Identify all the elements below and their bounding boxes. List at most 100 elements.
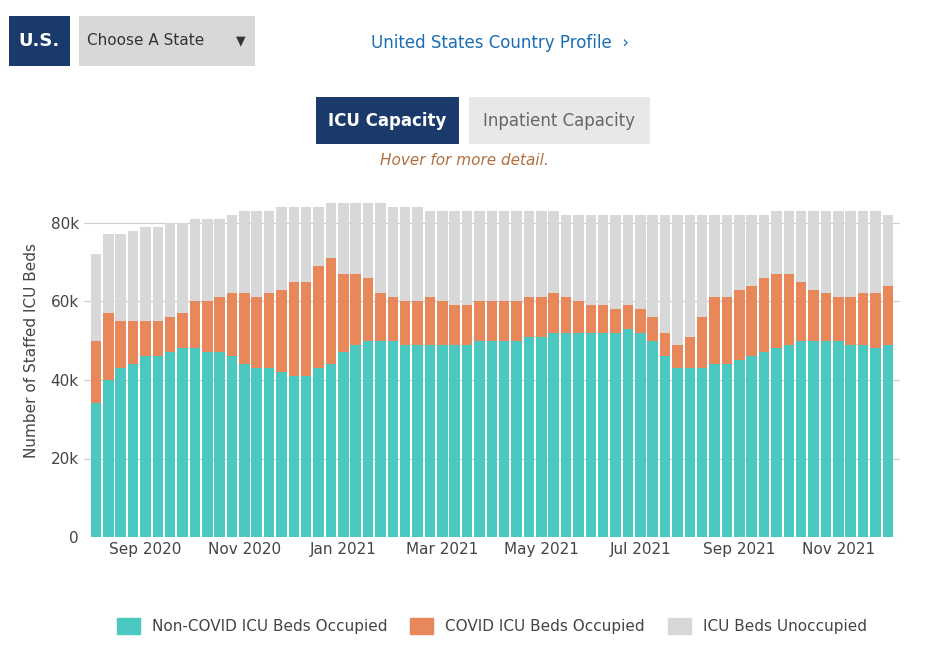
Bar bbox=[782, 345, 794, 537]
Bar bbox=[622, 215, 632, 305]
Text: U.S.: U.S. bbox=[19, 32, 60, 50]
Bar bbox=[647, 215, 657, 317]
Bar bbox=[733, 360, 743, 537]
Bar bbox=[634, 309, 645, 333]
Bar bbox=[152, 356, 163, 537]
Bar bbox=[103, 313, 113, 380]
Bar bbox=[696, 317, 706, 368]
Bar bbox=[325, 258, 336, 364]
Bar bbox=[499, 211, 509, 301]
Bar bbox=[437, 211, 447, 301]
Bar bbox=[362, 203, 373, 278]
Bar bbox=[857, 211, 868, 293]
Bar bbox=[782, 274, 794, 345]
Bar bbox=[882, 215, 892, 286]
Bar bbox=[832, 341, 843, 537]
Bar bbox=[91, 403, 101, 537]
Bar bbox=[511, 341, 521, 537]
Bar bbox=[115, 321, 126, 368]
Bar bbox=[152, 321, 163, 356]
Bar bbox=[659, 333, 669, 356]
Bar bbox=[770, 211, 781, 274]
Bar bbox=[585, 333, 595, 537]
Bar bbox=[671, 215, 682, 345]
Bar bbox=[437, 301, 447, 345]
Bar bbox=[684, 337, 694, 368]
Bar bbox=[684, 215, 694, 337]
Bar bbox=[462, 211, 472, 305]
Bar bbox=[214, 219, 224, 297]
Bar bbox=[708, 364, 719, 537]
Bar bbox=[313, 207, 324, 266]
Bar bbox=[226, 293, 237, 356]
Bar bbox=[882, 286, 892, 345]
Bar bbox=[733, 290, 743, 360]
Bar bbox=[226, 356, 237, 537]
Bar bbox=[251, 297, 261, 368]
Bar bbox=[462, 305, 472, 345]
Bar bbox=[325, 364, 336, 537]
Bar bbox=[337, 352, 349, 537]
Text: ICU Capacity: ICU Capacity bbox=[328, 111, 446, 130]
Bar bbox=[610, 309, 620, 333]
Bar bbox=[819, 341, 831, 537]
Bar bbox=[758, 215, 768, 278]
Bar bbox=[560, 297, 571, 333]
Bar bbox=[189, 219, 200, 301]
Bar bbox=[807, 290, 818, 341]
Bar bbox=[536, 297, 546, 337]
Bar bbox=[337, 203, 349, 274]
Bar bbox=[684, 368, 694, 537]
Bar bbox=[721, 215, 731, 297]
Bar bbox=[140, 356, 150, 537]
Bar bbox=[214, 297, 224, 352]
Bar bbox=[425, 345, 435, 537]
Bar bbox=[276, 290, 286, 372]
Bar bbox=[251, 211, 261, 297]
Bar bbox=[548, 333, 558, 537]
Bar bbox=[337, 274, 349, 352]
Bar bbox=[573, 215, 583, 301]
Bar bbox=[807, 211, 818, 290]
Bar bbox=[202, 352, 212, 537]
Bar bbox=[449, 345, 460, 537]
Bar bbox=[400, 345, 410, 537]
Bar bbox=[300, 376, 311, 537]
Bar bbox=[362, 341, 373, 537]
Bar bbox=[795, 341, 806, 537]
Bar bbox=[758, 352, 768, 537]
Bar bbox=[449, 305, 460, 345]
Bar bbox=[226, 215, 237, 293]
Bar bbox=[325, 203, 336, 258]
Bar bbox=[870, 348, 880, 537]
Bar bbox=[425, 211, 435, 297]
Bar bbox=[708, 215, 719, 297]
Bar bbox=[412, 301, 423, 345]
Bar bbox=[412, 207, 423, 301]
Bar bbox=[585, 215, 595, 305]
Bar bbox=[128, 321, 138, 364]
Bar bbox=[189, 301, 200, 348]
Bar bbox=[449, 211, 460, 305]
Bar bbox=[214, 352, 224, 537]
Text: Hover for more detail.: Hover for more detail. bbox=[379, 153, 548, 168]
Bar bbox=[140, 321, 150, 356]
Bar bbox=[832, 211, 843, 297]
Bar bbox=[313, 368, 324, 537]
Bar bbox=[708, 297, 719, 364]
Bar bbox=[523, 211, 534, 297]
Bar bbox=[659, 356, 669, 537]
Bar bbox=[597, 305, 608, 333]
Bar bbox=[597, 215, 608, 305]
Bar bbox=[819, 211, 831, 293]
Bar bbox=[721, 297, 731, 364]
Bar bbox=[560, 333, 571, 537]
Bar bbox=[870, 211, 880, 293]
Bar bbox=[511, 211, 521, 301]
Bar bbox=[165, 352, 175, 537]
Bar bbox=[560, 215, 571, 297]
Bar bbox=[795, 282, 806, 341]
Bar bbox=[474, 211, 484, 301]
Bar bbox=[263, 368, 274, 537]
Bar bbox=[115, 234, 126, 321]
